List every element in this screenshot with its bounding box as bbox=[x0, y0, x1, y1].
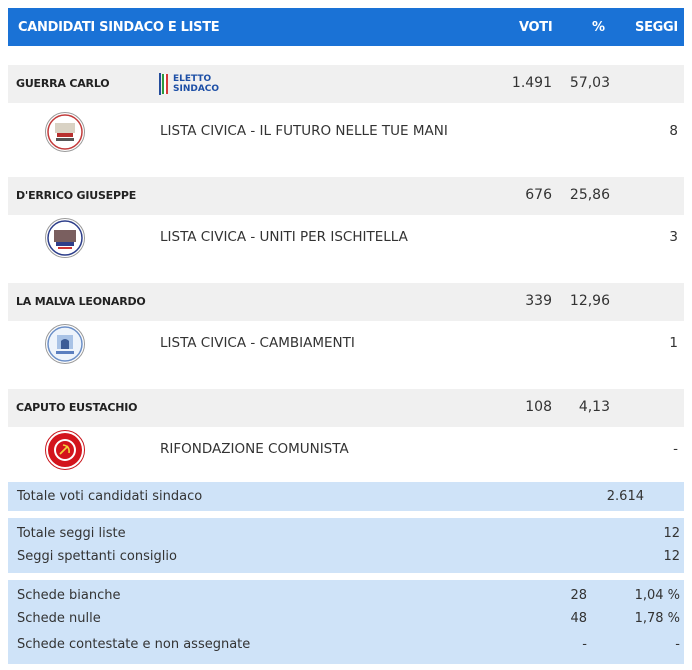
total-votes-value: 2.614 bbox=[606, 489, 644, 504]
list-name: LISTA CIVICA - UNITI PER ISCHITELLA bbox=[160, 229, 408, 245]
list-logo-icon bbox=[45, 324, 85, 364]
candidate-percent: 25,86 bbox=[569, 187, 610, 203]
list-logo-icon bbox=[45, 112, 85, 152]
blank-ballots-label: Schede bianche bbox=[17, 588, 121, 603]
list-seats: - bbox=[673, 441, 678, 457]
seats-section: Totale seggi liste 12 Seggi spettanti co… bbox=[8, 518, 684, 573]
null-ballots-percent: 1,78 % bbox=[634, 611, 680, 626]
header-percent: % bbox=[592, 19, 605, 35]
header-title: CANDIDATI SINDACO E LISTE bbox=[18, 19, 220, 35]
council-seats-value: 12 bbox=[663, 549, 680, 564]
candidate-row: CAPUTO EUSTACHIO 108 4,13 bbox=[8, 389, 684, 427]
candidate-row: D'ERRICO GIUSEPPE 676 25,86 bbox=[8, 177, 684, 215]
header-voti: VOTI bbox=[519, 19, 553, 35]
candidate-votes: 108 bbox=[525, 399, 552, 415]
total-list-seats-label: Totale seggi liste bbox=[17, 526, 126, 541]
list-logo-icon bbox=[45, 430, 85, 470]
total-votes-section: Totale voti candidati sindaco 2.614 bbox=[8, 482, 684, 511]
list-seats: 8 bbox=[669, 123, 678, 139]
candidate-name: D'ERRICO GIUSEPPE bbox=[16, 189, 137, 202]
flag-icon bbox=[159, 73, 161, 95]
total-votes-label: Totale voti candidati sindaco bbox=[17, 489, 203, 504]
total-list-seats-value: 12 bbox=[663, 526, 680, 541]
blank-ballots-percent: 1,04 % bbox=[634, 588, 680, 603]
list-name: LISTA CIVICA - IL FUTURO NELLE TUE MANI bbox=[160, 123, 448, 139]
elected-badge-line1: ELETTO bbox=[173, 74, 212, 84]
council-seats-label: Seggi spettanti consiglio bbox=[17, 549, 177, 564]
candidate-row: LA MALVA LEONARDO 339 12,96 bbox=[8, 283, 684, 321]
null-ballots-label: Schede nulle bbox=[17, 611, 101, 626]
candidate-name: LA MALVA LEONARDO bbox=[16, 295, 146, 308]
list-row: LISTA CIVICA - IL FUTURO NELLE TUE MANI … bbox=[8, 103, 684, 161]
candidate-votes: 1.491 bbox=[511, 75, 552, 91]
table-header: CANDIDATI SINDACO E LISTE VOTI % SEGGI bbox=[8, 8, 684, 46]
list-seats: 3 bbox=[669, 229, 678, 245]
list-seats: 1 bbox=[669, 335, 678, 351]
results-table: CANDIDATI SINDACO E LISTE VOTI % SEGGI G… bbox=[8, 8, 684, 664]
null-ballots-value: 48 bbox=[570, 611, 587, 626]
list-row: RIFONDAZIONE COMUNISTA - bbox=[8, 421, 684, 479]
list-name: LISTA CIVICA - CAMBIAMENTI bbox=[160, 335, 355, 351]
elected-mayor-badge: ELETTO SINDACO bbox=[159, 73, 219, 95]
candidate-percent: 12,96 bbox=[569, 293, 610, 309]
contested-ballots-value: - bbox=[582, 637, 587, 652]
ballots-section: Schede bianche 28 1,04 % Schede nulle 48… bbox=[8, 580, 684, 664]
candidate-row: GUERRA CARLO ELETTO SINDACO 1.491 57,03 bbox=[8, 65, 684, 103]
candidate-votes: 339 bbox=[525, 293, 552, 309]
list-row: LISTA CIVICA - CAMBIAMENTI 1 bbox=[8, 315, 684, 373]
candidate-name: GUERRA CARLO bbox=[16, 77, 110, 90]
candidate-percent: 57,03 bbox=[569, 75, 610, 91]
candidate-percent: 4,13 bbox=[578, 399, 610, 415]
blank-ballots-value: 28 bbox=[570, 588, 587, 603]
candidate-votes: 676 bbox=[525, 187, 552, 203]
contested-ballots-percent: - bbox=[675, 637, 680, 652]
italian-flag-icon bbox=[162, 74, 168, 94]
list-logo-icon bbox=[45, 218, 85, 258]
list-name: RIFONDAZIONE COMUNISTA bbox=[160, 441, 349, 457]
list-row: LISTA CIVICA - UNITI PER ISCHITELLA 3 bbox=[8, 209, 684, 267]
header-seggi: SEGGI bbox=[635, 19, 678, 35]
candidate-name: CAPUTO EUSTACHIO bbox=[16, 401, 138, 414]
elected-badge-line2: SINDACO bbox=[173, 84, 220, 94]
contested-ballots-label: Schede contestate e non assegnate bbox=[17, 637, 251, 652]
